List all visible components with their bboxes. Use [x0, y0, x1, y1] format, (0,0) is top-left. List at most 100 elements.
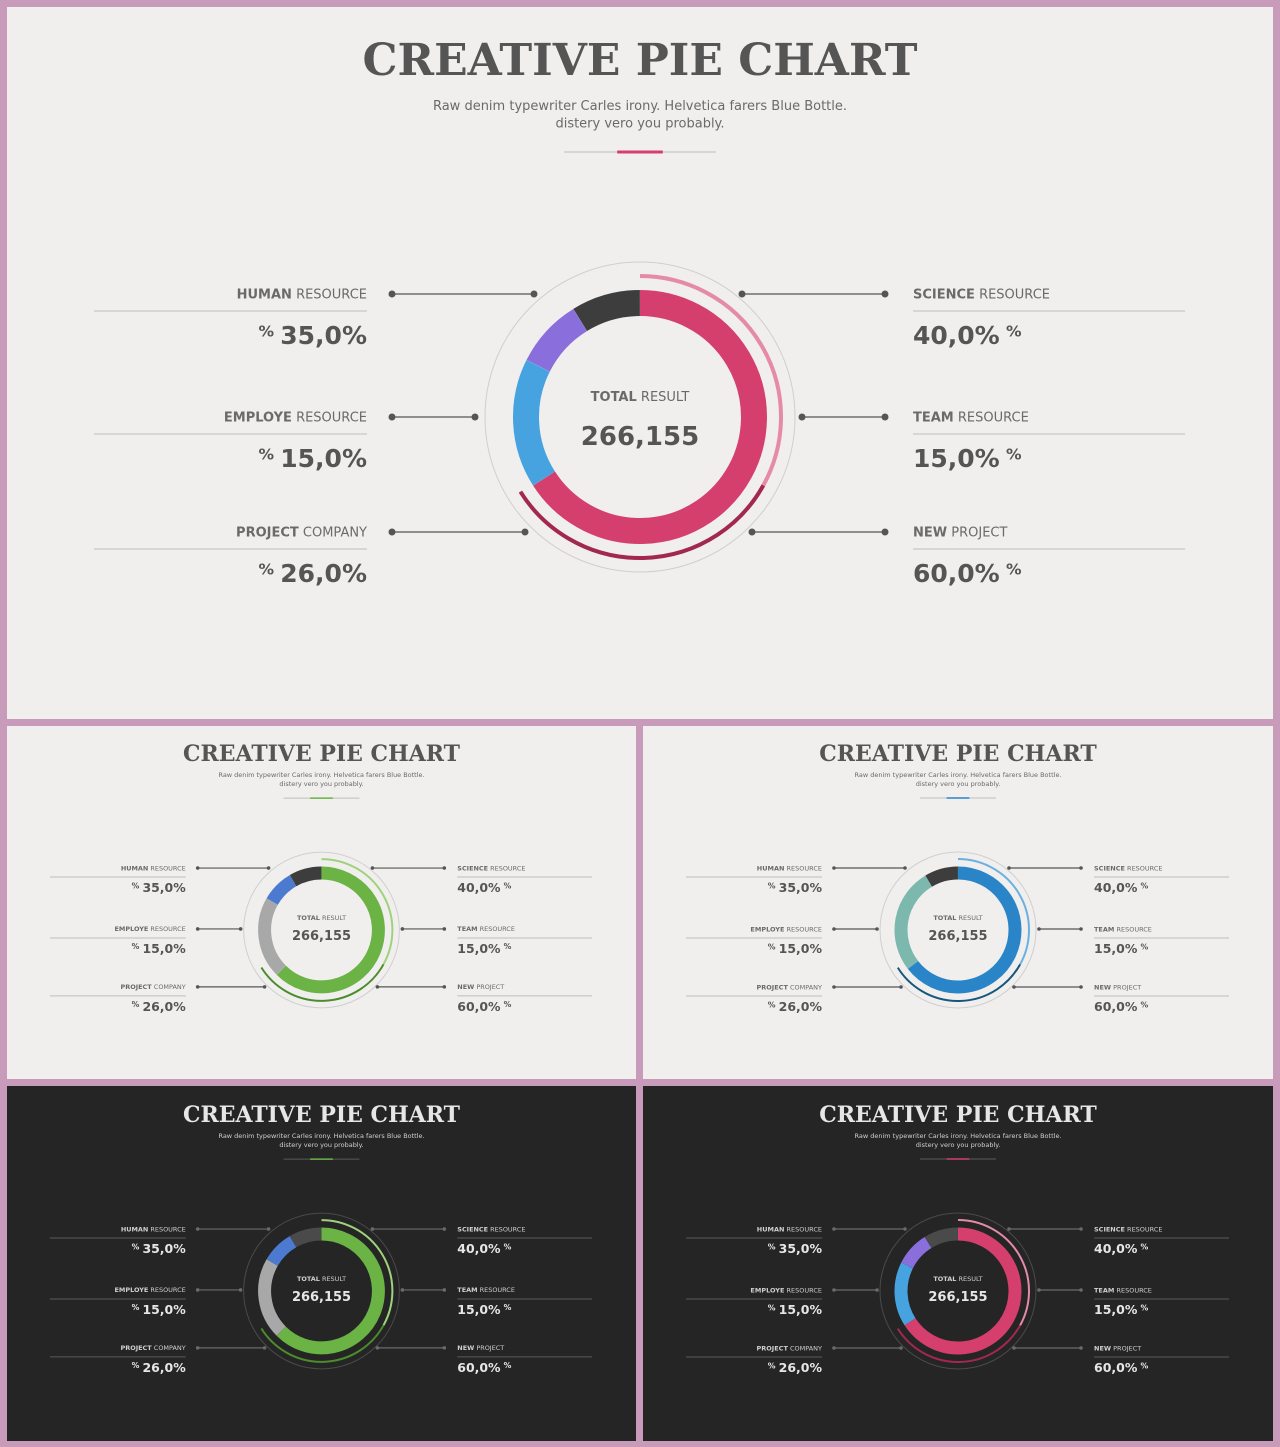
- left-item-label-2: EMPLOYE RESOURCE: [224, 411, 367, 426]
- left-item-label-3: PROJECT COMPANY: [236, 526, 367, 541]
- leader-dot-outer: [442, 985, 447, 989]
- donut-slice-4: [289, 866, 322, 887]
- left-item-value-1: % 35,0%: [132, 1241, 187, 1256]
- left-item-label-2: EMPLOYE RESOURCE: [114, 1286, 185, 1294]
- center-value: 266,155: [928, 1290, 987, 1305]
- outer-ring-arc-1: [957, 1219, 1030, 1326]
- right-item-label-1: SCIENCE RESOURCE: [1094, 1225, 1163, 1233]
- leader-dot-outer: [388, 290, 396, 298]
- subtitle-line-2: distery vero you probably.: [916, 780, 1001, 788]
- donut-slice-4: [289, 1227, 322, 1248]
- leader-dot-inner: [238, 1288, 243, 1292]
- leader-dot-inner: [266, 866, 271, 870]
- leader-dot-inner: [471, 413, 479, 421]
- outer-ring-arc-2: [260, 963, 385, 1002]
- leader-dot-inner: [798, 413, 806, 421]
- subtitle-line-1: Raw denim typewriter Carles irony. Helve…: [854, 771, 1061, 779]
- chart-guide-ring: [484, 261, 796, 573]
- leader-dot-outer: [442, 866, 447, 870]
- outer-ring-arc-1: [321, 1219, 394, 1326]
- right-item-label-3: NEW PROJECT: [913, 526, 1007, 541]
- donut-slice-3: [266, 875, 297, 906]
- right-item-label-1: SCIENCE RESOURCE: [457, 864, 525, 872]
- left-item-value-2: % 15,0%: [132, 941, 187, 956]
- outer-ring-arc-1: [957, 858, 1030, 965]
- leader-dot-inner: [1037, 1288, 1041, 1292]
- leader-dot-inner: [899, 985, 903, 989]
- center-value: 266,155: [928, 929, 987, 944]
- leader-dot-outer: [881, 290, 889, 298]
- leader-dot-inner: [521, 528, 529, 536]
- outer-ring-arc-1: [321, 858, 394, 965]
- donut-slice-4: [573, 290, 641, 332]
- leader-dot-outer: [832, 985, 836, 989]
- right-item-value-1: 40,0%%: [1094, 880, 1149, 895]
- left-item-value-3: % 26,0%: [768, 1360, 823, 1375]
- donut-slice-1: [533, 290, 767, 544]
- left-item-label-1: HUMAN RESOURCE: [121, 1225, 186, 1233]
- leader-dot-outer: [1079, 985, 1083, 989]
- right-item-label-2: TEAM RESOURCE: [913, 411, 1029, 426]
- leader-dot-inner: [266, 1227, 271, 1231]
- pie-chart-main: CREATIVE PIE CHART Raw denim typewriter C…: [94, 35, 1185, 588]
- subtitle-line-2: distery vero you probably.: [279, 780, 363, 788]
- pie-chart-blue: CREATIVE PIE CHART Raw denim typewriter C…: [686, 741, 1229, 1014]
- leader-dot-outer: [195, 866, 200, 870]
- leader-dot-inner: [262, 1346, 267, 1350]
- leader-dot-outer: [1079, 1227, 1083, 1231]
- right-item-value-3: 60,0%%: [1094, 999, 1149, 1014]
- donut-slice-3: [901, 1236, 932, 1269]
- leader-dot-inner: [738, 290, 746, 298]
- right-item-value-3: 60,0%%: [1094, 1360, 1149, 1375]
- subtitle-line-2: distery vero you probably.: [916, 1141, 1001, 1149]
- left-item-label-3: PROJECT COMPANY: [121, 983, 186, 991]
- left-item-value-3: % 26,0%: [132, 999, 187, 1014]
- right-item-value-3: 60,0%%: [457, 1360, 511, 1375]
- subtitle-line-1: Raw denim typewriter Carles irony. Helve…: [854, 1132, 1061, 1140]
- leader-dot-outer: [195, 927, 200, 931]
- outer-ring-arc-2: [896, 963, 1021, 1002]
- center-value: 266,155: [581, 422, 699, 452]
- page-title: CREATIVE PIE CHART: [183, 741, 461, 767]
- right-item-label-2: TEAM RESOURCE: [457, 925, 515, 933]
- center-label: TOTAL RESULT: [933, 914, 982, 922]
- page-title: CREATIVE PIE CHART: [819, 741, 1097, 767]
- page-title: CREATIVE PIE CHART: [183, 1102, 461, 1128]
- leader-dot-inner: [370, 1227, 375, 1231]
- donut-slice-3: [526, 308, 588, 372]
- leader-dot-inner: [899, 1346, 903, 1350]
- leader-dot-inner: [262, 985, 267, 989]
- leader-dot-outer: [1079, 1346, 1083, 1350]
- left-item-value-1: % 35,0%: [258, 321, 367, 350]
- donut-slice-2: [258, 898, 287, 975]
- donut-slice-1: [904, 1227, 1022, 1355]
- leader-dot-inner: [400, 1288, 405, 1292]
- right-item-value-1: 40,0%%: [457, 1241, 511, 1256]
- right-item-value-2: 15,0%%: [913, 444, 1022, 473]
- donut-slice-3: [266, 1236, 297, 1267]
- left-item-label-3: PROJECT COMPANY: [757, 1344, 823, 1352]
- page-title: CREATIVE PIE CHART: [363, 35, 918, 86]
- leader-dot-outer: [388, 528, 396, 536]
- left-item-label-3: PROJECT COMPANY: [121, 1344, 186, 1352]
- leader-dot-outer: [832, 866, 836, 870]
- leader-dot-inner: [1012, 985, 1016, 989]
- leader-dot-inner: [748, 528, 756, 536]
- right-item-value-2: 15,0%%: [457, 941, 511, 956]
- leader-dot-inner: [238, 927, 243, 931]
- leader-dot-inner: [530, 290, 538, 298]
- right-item-value-2: 15,0%%: [457, 1302, 511, 1317]
- leader-dot-inner: [1007, 866, 1011, 870]
- right-item-label-3: NEW PROJECT: [457, 983, 504, 991]
- slide-dark-green: CREATIVE PIE CHART Raw denim typewriter C…: [7, 1086, 636, 1441]
- left-item-value-1: % 35,0%: [768, 880, 823, 895]
- slide-green: CREATIVE PIE CHART Raw denim typewriter C…: [7, 726, 636, 1079]
- slide-main: CREATIVE PIE CHART Raw denim typewriter C…: [7, 7, 1273, 719]
- leader-dot-outer: [1079, 866, 1083, 870]
- center-label: TOTAL RESULT: [297, 914, 346, 922]
- chart-guide-ring: [243, 1212, 400, 1370]
- right-item-value-1: 40,0%%: [457, 880, 511, 895]
- leader-dot-outer: [832, 1227, 836, 1231]
- right-item-label-1: SCIENCE RESOURCE: [457, 1225, 525, 1233]
- leader-dot-inner: [400, 927, 405, 931]
